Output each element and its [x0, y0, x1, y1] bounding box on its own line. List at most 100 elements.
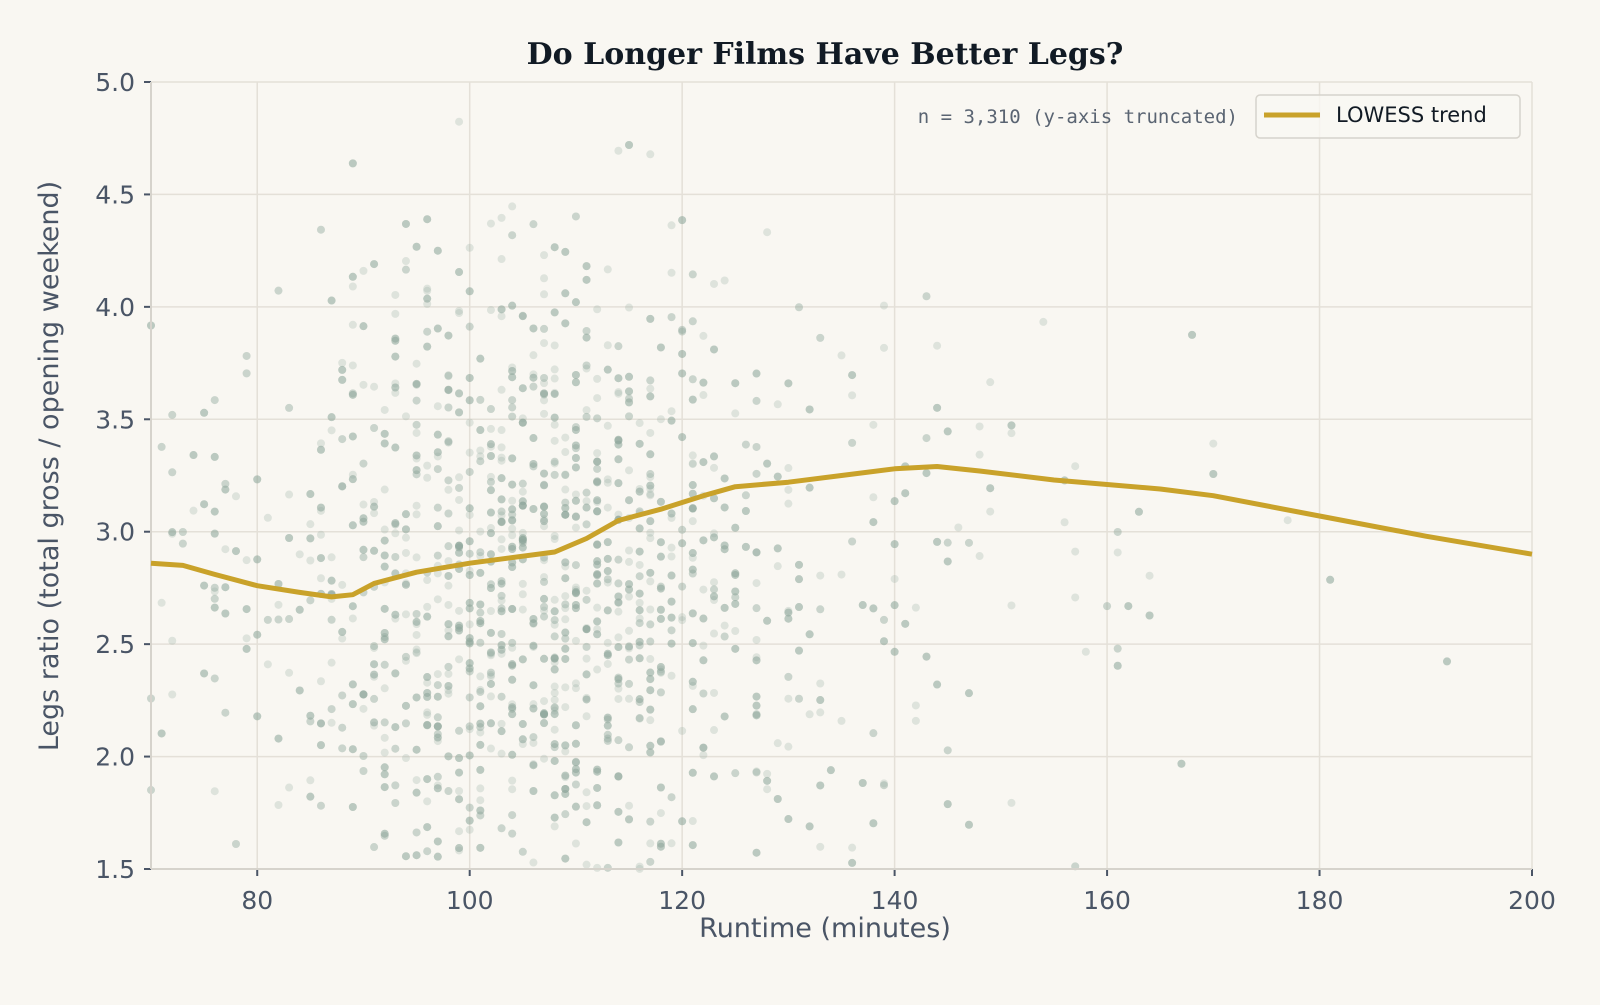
scatter-point: [550, 740, 559, 749]
scatter-point: [529, 220, 538, 229]
scatter-point: [731, 627, 740, 636]
scatter-point: [720, 503, 729, 512]
scatter-point: [795, 560, 804, 569]
x-tick-label: 160: [1083, 886, 1131, 915]
scatter-point: [200, 500, 209, 509]
scatter-point: [465, 816, 474, 825]
scatter-point: [401, 533, 410, 542]
scatter-point: [486, 508, 495, 517]
scatter-point: [773, 739, 782, 748]
scatter-point: [412, 420, 421, 429]
scatter-point: [550, 341, 559, 350]
scatter-point: [391, 352, 400, 361]
scatter-point: [540, 379, 549, 388]
scatter-point: [561, 289, 570, 298]
scatter-point: [455, 623, 464, 632]
scatter-point: [688, 705, 697, 714]
scatter-point: [688, 489, 697, 498]
scatter-point: [986, 484, 995, 493]
scatter-point: [210, 594, 219, 603]
scatter-point: [710, 452, 719, 461]
scatter-point: [890, 601, 899, 610]
scatter-point: [486, 651, 495, 660]
scatter-point: [433, 784, 442, 793]
scatter-point: [285, 403, 294, 412]
scatter-point: [497, 692, 506, 701]
scatter-point: [699, 656, 708, 665]
scatter-point: [540, 509, 549, 518]
scatter-point: [688, 639, 697, 648]
scatter-point: [338, 627, 347, 636]
scatter-point: [731, 587, 740, 596]
scatter-point: [784, 742, 793, 751]
scatter-point: [465, 604, 474, 613]
scatter-point: [848, 858, 857, 867]
scatter-point: [508, 373, 517, 382]
scatter-point: [816, 333, 825, 342]
scatter-point: [731, 569, 740, 578]
scatter-point: [911, 603, 920, 612]
scatter-point: [433, 722, 442, 731]
scatter-point: [380, 429, 389, 438]
scatter-point: [508, 516, 517, 525]
scatter-point: [688, 768, 697, 777]
scatter-point: [603, 538, 612, 547]
scatter-point: [476, 687, 485, 696]
scatter-point: [699, 536, 708, 545]
scatter-point: [635, 619, 644, 628]
scatter-point: [295, 605, 304, 614]
scatter-point: [540, 718, 549, 727]
scatter-point: [550, 616, 559, 625]
scatter-point: [476, 527, 485, 536]
scatter-point: [625, 394, 634, 403]
scatter-point: [561, 784, 570, 793]
scatter-point: [571, 739, 580, 748]
scatter-point: [285, 490, 294, 499]
scatter-point: [508, 811, 517, 820]
scatter-point: [359, 322, 368, 331]
scatter-point: [444, 662, 453, 671]
scatter-point: [370, 843, 379, 852]
chart-title: Do Longer Films Have Better Legs?: [527, 37, 1124, 72]
scatter-point: [752, 701, 761, 710]
scatter-point: [582, 670, 591, 679]
scatter-point: [348, 700, 357, 709]
scatter-point: [625, 372, 634, 381]
scatter-point: [497, 517, 506, 526]
scatter-point: [699, 536, 708, 545]
scatter-point: [848, 858, 857, 867]
scatter-point: [763, 459, 772, 468]
scatter-point: [529, 761, 538, 770]
scatter-point: [306, 534, 315, 543]
scatter-point: [455, 117, 464, 126]
scatter-point: [380, 439, 389, 448]
scatter-point: [359, 380, 368, 389]
scatter-point: [391, 529, 400, 538]
scatter-point: [540, 390, 549, 399]
scatter-point: [901, 619, 910, 628]
scatter-point: [444, 571, 453, 580]
scatter-point: [688, 565, 697, 574]
scatter-point: [455, 726, 464, 735]
scatter-point: [625, 557, 634, 566]
scatter-point: [752, 469, 761, 478]
scatter-point: [455, 495, 464, 504]
scatter-point: [625, 642, 634, 651]
scatter-point: [816, 708, 825, 717]
scatter-point: [752, 469, 761, 478]
scatter-point: [497, 645, 506, 654]
scatter-point: [508, 750, 517, 759]
scatter-point: [316, 503, 325, 512]
scatter-point: [540, 373, 549, 382]
scatter-point: [699, 689, 708, 698]
scatter-point: [593, 571, 602, 580]
scatter-point: [465, 570, 474, 579]
scatter-point: [433, 784, 442, 793]
scatter-point: [795, 575, 804, 584]
scatter-point: [348, 272, 357, 281]
scatter-point: [720, 545, 729, 554]
scatter-point: [433, 448, 442, 457]
scatter-point: [656, 783, 665, 792]
scatter-point: [943, 746, 952, 755]
scatter-point: [646, 857, 655, 866]
